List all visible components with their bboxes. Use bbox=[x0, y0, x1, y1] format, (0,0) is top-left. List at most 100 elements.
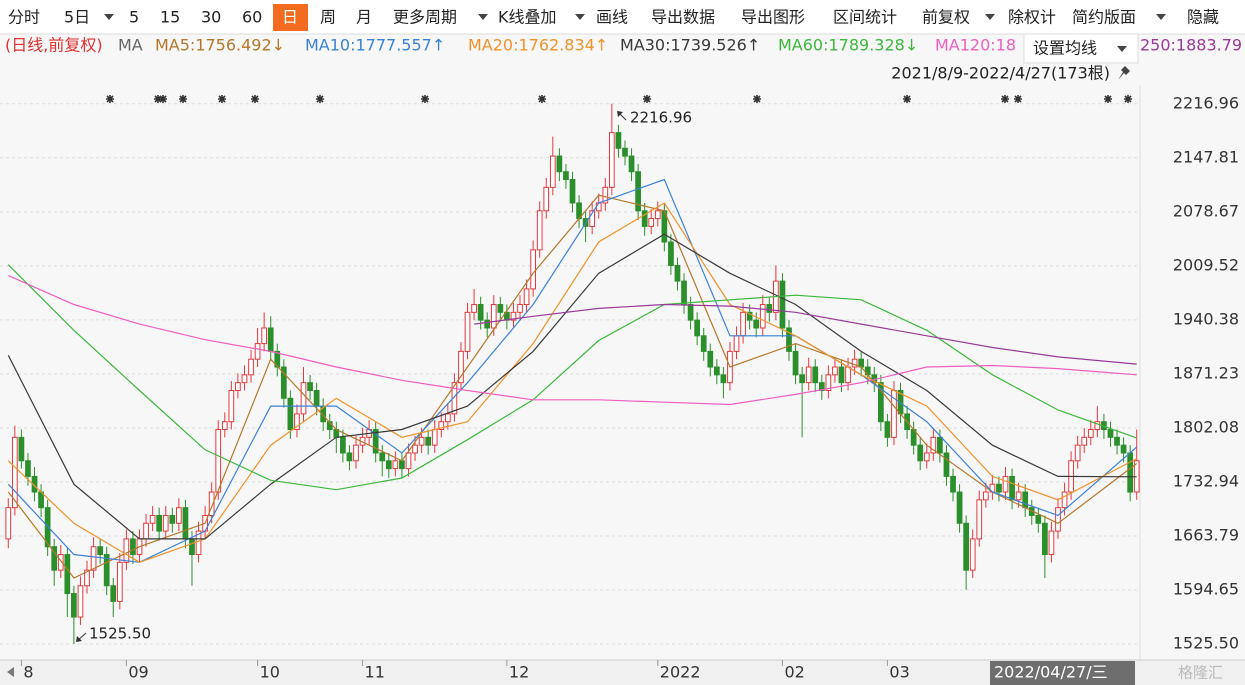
candle-body bbox=[484, 319, 491, 329]
y-tick-label: 1871.23 bbox=[1173, 363, 1239, 382]
candle-body bbox=[71, 593, 77, 618]
scroll-left[interactable] bbox=[7, 667, 14, 677]
candle-body bbox=[805, 366, 812, 384]
candle-body bbox=[346, 452, 353, 462]
event-marker bbox=[316, 95, 324, 103]
event-marker bbox=[1014, 95, 1022, 103]
candle-body bbox=[254, 343, 261, 360]
toolbar-item[interactable]: 隐藏 bbox=[1187, 8, 1219, 27]
x-tick-label: 09 bbox=[128, 663, 148, 682]
candle-body bbox=[464, 311, 471, 352]
candle-body bbox=[792, 350, 799, 376]
toolbar-item[interactable]: 导出数据 bbox=[651, 8, 715, 27]
annotation-arrowhead bbox=[76, 636, 82, 642]
candle-body bbox=[418, 436, 425, 446]
candle-body bbox=[57, 554, 64, 571]
toolbar-item[interactable]: 分时 bbox=[8, 8, 40, 27]
candle-body bbox=[1009, 475, 1015, 501]
candle-body bbox=[654, 210, 661, 220]
candle-body bbox=[235, 382, 241, 391]
candle-body bbox=[307, 382, 313, 391]
candle-body bbox=[261, 327, 268, 345]
candle-body bbox=[1094, 421, 1101, 431]
cursor-date: 2022/04/27/三 bbox=[994, 663, 1108, 682]
event-marker bbox=[1124, 95, 1132, 103]
toolbar-item[interactable]: 更多周期 bbox=[393, 8, 457, 27]
dropdown-arrow[interactable] bbox=[575, 14, 585, 20]
candle-body bbox=[444, 413, 451, 423]
annotation-arrowhead bbox=[617, 111, 623, 117]
candle-body bbox=[248, 358, 254, 376]
candle-body bbox=[11, 436, 18, 509]
y-tick-label: 1663.79 bbox=[1173, 525, 1239, 544]
toolbar-item[interactable]: 简约版面 bbox=[1072, 8, 1136, 27]
toolbar-item[interactable]: 30 bbox=[201, 8, 221, 27]
dropdown-arrow[interactable] bbox=[1156, 14, 1166, 20]
toolbar-item[interactable]: 除权计 bbox=[1008, 8, 1056, 27]
toolbar-item[interactable]: 5 bbox=[129, 8, 139, 27]
toolbar-item[interactable]: 月 bbox=[356, 8, 372, 27]
candle-body bbox=[497, 304, 504, 313]
settings-popup[interactable] bbox=[1023, 33, 1139, 64]
toolbar-items: 分时 5日 5 15 30 60 日 周 月 更多周期 K线叠加 画线 导出数据… bbox=[8, 8, 1219, 27]
dropdown-arrow[interactable] bbox=[1117, 46, 1127, 52]
candle-body bbox=[1127, 452, 1134, 493]
candle-body bbox=[845, 366, 851, 384]
candle-body bbox=[589, 210, 596, 227]
y-tick-label: 2216.96 bbox=[1173, 93, 1239, 112]
toolbar-item[interactable]: K线叠加 bbox=[498, 8, 557, 27]
dropdown-arrow[interactable] bbox=[104, 14, 114, 20]
candle-body bbox=[1061, 491, 1068, 509]
candle-body bbox=[1107, 429, 1114, 438]
toolbar-item[interactable]: 日 bbox=[282, 8, 298, 27]
toolbar-item[interactable]: 周 bbox=[320, 8, 336, 27]
candle-body bbox=[536, 210, 543, 251]
candle-body bbox=[5, 507, 12, 540]
candle-body bbox=[84, 569, 90, 587]
candle-body bbox=[982, 491, 989, 501]
toolbar-item[interactable]: 60 bbox=[242, 8, 262, 27]
ma-line bbox=[474, 303, 1137, 365]
candle-body bbox=[956, 491, 963, 524]
pin-icon[interactable] bbox=[1118, 66, 1130, 80]
candle-body bbox=[399, 460, 405, 470]
toolbar-item[interactable]: 区间统计 bbox=[833, 8, 897, 27]
candle-body bbox=[963, 522, 970, 571]
candle-body bbox=[1015, 491, 1022, 501]
candle-body bbox=[425, 436, 432, 446]
dropdown-arrow[interactable] bbox=[478, 14, 488, 20]
candle-body bbox=[720, 374, 727, 384]
candle-body bbox=[110, 585, 117, 602]
candle-body bbox=[543, 186, 550, 212]
candle-body bbox=[169, 514, 176, 524]
candle-body bbox=[162, 514, 169, 532]
candle-body bbox=[412, 444, 418, 454]
candle-body bbox=[189, 538, 195, 556]
candle-body bbox=[385, 460, 392, 470]
legend-entry: MA60:1789.328↓ bbox=[778, 36, 918, 55]
toolbar-item[interactable]: 画线 bbox=[596, 8, 628, 27]
legend-entry: MA5:1756.492↓ bbox=[155, 36, 285, 55]
settings-label[interactable]: 设置均线 bbox=[1033, 39, 1097, 58]
range-label: 2021/8/9-2022/4/27(173根) bbox=[891, 64, 1110, 83]
candle-body bbox=[294, 413, 300, 431]
x-tick-label: 12 bbox=[509, 663, 529, 682]
toolbar-item[interactable]: 5日 bbox=[64, 8, 90, 27]
candle-body bbox=[628, 155, 635, 173]
candle-body bbox=[976, 499, 983, 540]
toolbar-item[interactable]: 前复权 bbox=[922, 8, 970, 27]
candle-body bbox=[267, 327, 274, 352]
candle-body bbox=[799, 374, 805, 384]
event-marker bbox=[421, 95, 429, 103]
toolbar-item[interactable]: 导出图形 bbox=[741, 8, 805, 27]
candle-body bbox=[392, 460, 399, 470]
candle-body bbox=[832, 366, 838, 376]
candle-body bbox=[648, 218, 655, 227]
candle-body bbox=[477, 304, 484, 321]
event-marker bbox=[159, 95, 167, 103]
selected-period[interactable] bbox=[273, 4, 308, 31]
event-marker bbox=[154, 95, 162, 103]
dropdown-arrow[interactable] bbox=[985, 14, 995, 20]
candle-body bbox=[602, 186, 609, 204]
toolbar-item[interactable]: 15 bbox=[160, 8, 180, 27]
